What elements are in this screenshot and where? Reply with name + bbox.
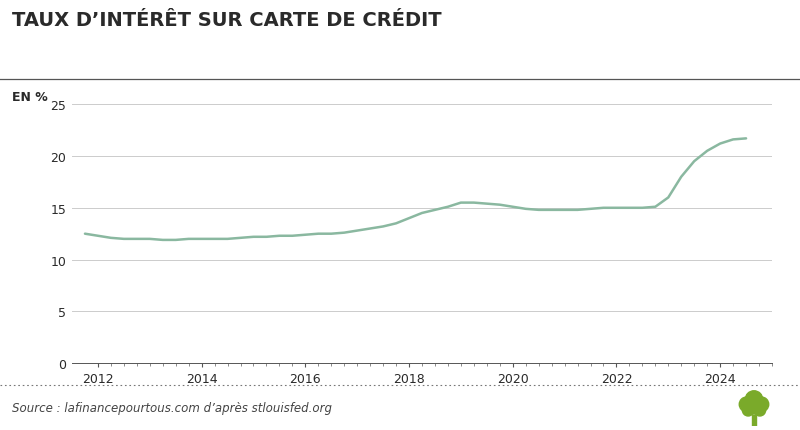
Ellipse shape: [744, 404, 764, 414]
Circle shape: [739, 397, 754, 412]
Bar: [753, 415, 755, 426]
Text: TAUX D’INTÉRÊT SUR CARTE DE CRÉDIT: TAUX D’INTÉRÊT SUR CARTE DE CRÉDIT: [12, 11, 442, 30]
Circle shape: [746, 391, 762, 408]
Text: Source : lafinancepourtous.com d’après stlouisfed.org: Source : lafinancepourtous.com d’après s…: [12, 401, 332, 414]
Circle shape: [742, 404, 754, 416]
Circle shape: [754, 404, 766, 416]
Text: EN %: EN %: [12, 90, 48, 103]
Circle shape: [754, 397, 769, 412]
